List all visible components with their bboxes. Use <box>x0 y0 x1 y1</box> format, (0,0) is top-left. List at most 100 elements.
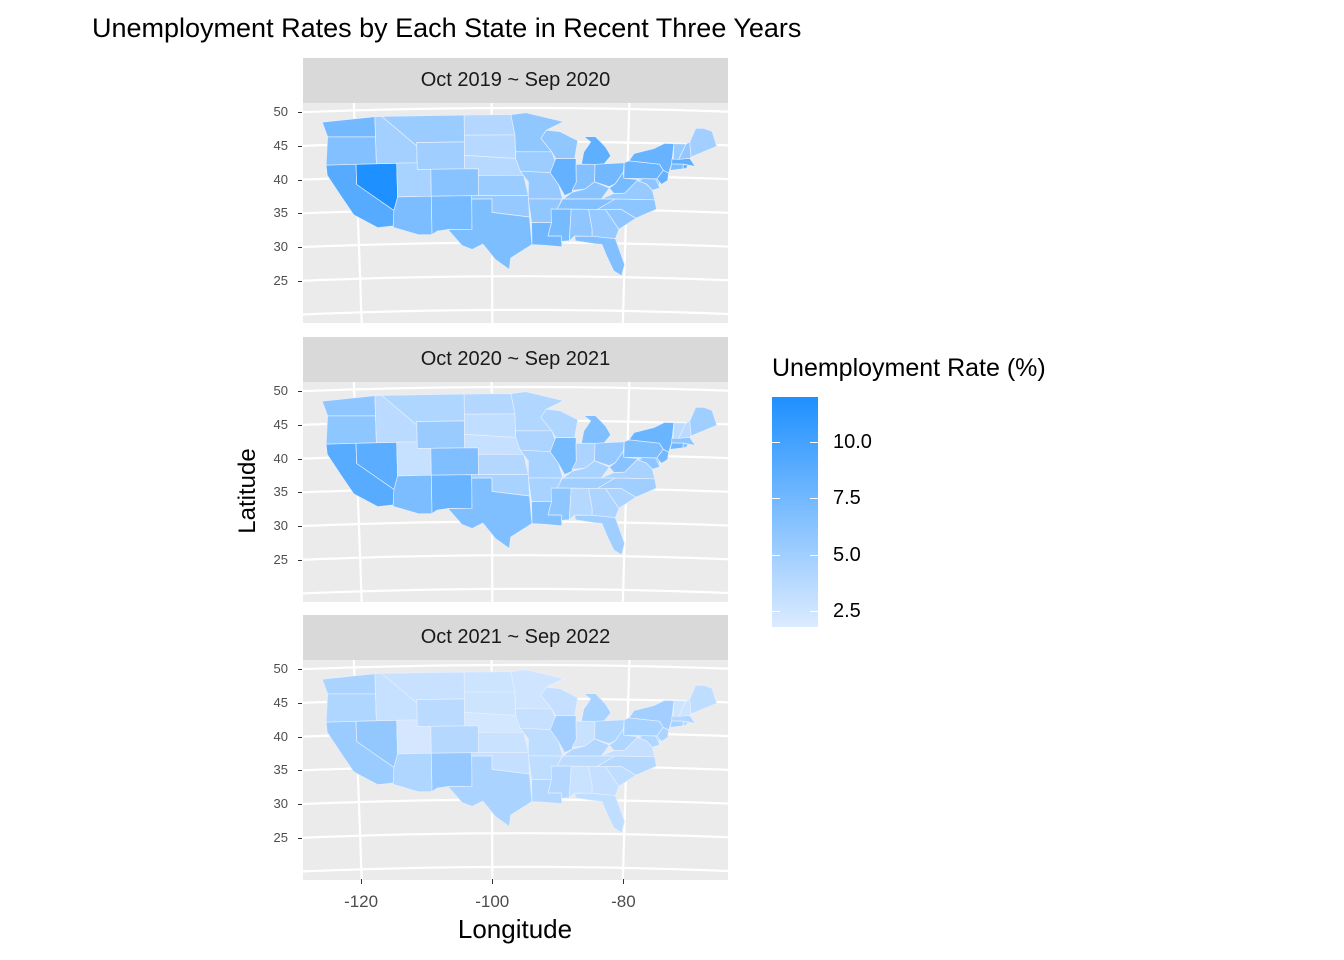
state-ks <box>477 174 529 196</box>
y-tick-label: 50 <box>273 661 288 677</box>
y-tick-label: 25 <box>273 551 288 567</box>
graticule-latitude-line <box>303 275 728 282</box>
y-tick-label: 45 <box>273 137 288 153</box>
state-ny <box>628 143 675 174</box>
state-co <box>430 168 479 197</box>
state-mi <box>580 415 612 444</box>
legend-tick-label: 10.0 <box>833 431 872 454</box>
legend-tick-label: 5.0 <box>833 543 861 566</box>
map-svg <box>303 103 728 323</box>
state-ia <box>515 430 556 453</box>
state-tx <box>447 755 533 828</box>
x-tick-label: -100 <box>475 892 510 911</box>
y-tick-label: 45 <box>273 416 288 432</box>
x-tick-label: -80 <box>611 892 636 911</box>
graticule-latitude-line <box>303 554 728 561</box>
legend-tick-mark <box>772 554 780 556</box>
state-me <box>689 127 718 158</box>
state-nh <box>678 698 692 717</box>
state-il <box>549 715 577 754</box>
y-tick-mark <box>298 458 302 460</box>
state-ct <box>669 163 684 171</box>
y-tick-mark <box>298 424 302 426</box>
graticule-latitude-line <box>303 587 728 595</box>
state-mi <box>580 136 612 165</box>
legend-tick-mark <box>810 554 818 556</box>
graticule-latitude-line <box>303 663 728 671</box>
state-sd <box>464 413 516 438</box>
map-plot-area <box>303 660 728 880</box>
state-wa <box>321 673 376 695</box>
x-axis-label: Longitude <box>457 914 573 944</box>
y-tick-mark <box>298 492 302 494</box>
legend-tick-mark <box>772 611 780 613</box>
state-nj <box>656 726 669 742</box>
legend-title: Unemployment Rate (%) <box>772 354 1046 382</box>
state-nh <box>678 141 692 160</box>
facet-strip-label: Oct 2020 ~ Sep 2021 <box>303 337 728 382</box>
x-tick-mark <box>361 879 363 884</box>
y-tick-mark <box>298 391 302 393</box>
y-tick-label: 25 <box>273 829 288 845</box>
map-svg <box>303 382 728 602</box>
y-tick-label: 30 <box>273 795 288 811</box>
state-az <box>392 474 433 515</box>
y-tick-mark <box>298 525 302 527</box>
x-tick-label: -120 <box>344 892 379 911</box>
state-ia <box>515 708 556 731</box>
facet-strip-label: Oct 2021 ~ Sep 2022 <box>303 615 728 660</box>
legend-tick-label: 7.5 <box>833 487 861 510</box>
y-tick-mark <box>298 702 302 704</box>
state-ny <box>628 422 675 453</box>
legend-tick-mark <box>810 611 818 613</box>
y-tick-label: 35 <box>273 484 288 500</box>
state-mi <box>580 693 612 722</box>
state-fl <box>574 514 625 556</box>
y-tick-label: 25 <box>273 272 288 288</box>
state-wy <box>416 698 466 727</box>
legend-tick-mark <box>810 442 818 444</box>
state-wy <box>416 141 466 170</box>
y-tick-mark <box>298 736 302 738</box>
y-tick-label: 30 <box>273 238 288 254</box>
y-tick-label: 50 <box>273 383 288 399</box>
y-tick-mark <box>298 112 302 114</box>
y-tick-mark <box>298 280 302 282</box>
state-wa <box>321 395 376 417</box>
y-tick-label: 35 <box>273 762 288 778</box>
state-ia <box>515 151 556 174</box>
y-tick-label: 40 <box>273 728 288 744</box>
legend-tick-label: 2.5 <box>833 600 861 623</box>
y-tick-mark <box>298 669 302 671</box>
state-me <box>689 406 718 437</box>
y-tick-mark <box>298 837 302 839</box>
state-ks <box>477 453 529 475</box>
state-co <box>430 447 479 476</box>
y-tick-mark <box>298 770 302 772</box>
state-il <box>549 158 577 197</box>
state-nd <box>463 114 516 136</box>
state-az <box>392 752 433 793</box>
state-sd <box>464 691 516 716</box>
y-tick-mark <box>298 803 302 805</box>
state-or <box>325 693 377 723</box>
graticule-latitude-line <box>303 385 728 393</box>
legend-tick-mark <box>772 442 780 444</box>
graticule-latitude-line <box>303 308 728 316</box>
map-plot-area <box>303 382 728 602</box>
x-tick-mark <box>492 879 494 884</box>
state-ny <box>628 700 675 731</box>
state-nm <box>430 752 473 793</box>
state-il <box>549 437 577 476</box>
y-tick-label: 45 <box>273 694 288 710</box>
legend-tick-mark <box>810 498 818 500</box>
y-tick-mark <box>298 246 302 248</box>
y-tick-mark <box>298 213 302 215</box>
y-tick-label: 30 <box>273 517 288 533</box>
chart-title: Unemployment Rates by Each State in Rece… <box>92 13 802 43</box>
state-ks <box>477 731 529 753</box>
state-nd <box>463 393 516 415</box>
graticule-latitude-line <box>303 106 728 114</box>
map-svg <box>303 660 728 880</box>
state-co <box>430 725 479 754</box>
